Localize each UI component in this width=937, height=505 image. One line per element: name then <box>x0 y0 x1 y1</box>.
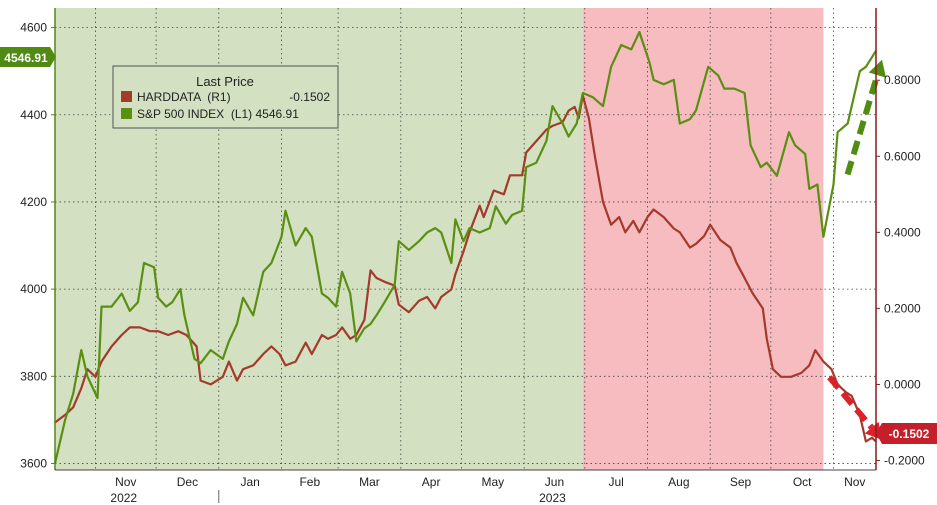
trend-arrow-green-head <box>868 59 887 78</box>
shaded-region-red <box>582 8 824 470</box>
trend-arrow-red-shaft <box>827 375 875 430</box>
x-axis-month-label: Nov <box>115 475 136 489</box>
right-badge-shape <box>876 423 937 444</box>
trend-arrow-green-shaft <box>844 74 881 176</box>
left-badge-shape <box>0 47 56 67</box>
x-axis-month-label: Aug <box>668 475 689 489</box>
tick-labels: 4600 4400 4200 4000 3800 3600 0.8000 0.6000 0.40… <box>20 21 925 505</box>
legend-title: Last Price <box>196 74 254 89</box>
right-axis-tick-label: 0.8000 <box>884 73 921 87</box>
left-axis-tick-label: 4600 <box>20 21 47 35</box>
series-lines <box>53 30 877 464</box>
x-axis-month-label: Mar <box>359 475 380 489</box>
axes <box>54 8 877 471</box>
left-axis-tick-label: 4000 <box>20 282 47 296</box>
left-axis-tick-label: 4200 <box>20 195 47 209</box>
x-axis-month-label: Nov <box>844 475 865 489</box>
legend-value-harddata: -0.1502 <box>289 90 330 104</box>
x-axis-year-label: 2023 <box>539 491 566 505</box>
right-value-badge: -0.1502 <box>876 423 937 444</box>
gridlines <box>55 8 876 470</box>
x-axis-year-label: 2022 <box>110 491 137 505</box>
x-axis-month-label: Apr <box>422 475 441 489</box>
x-axis-month-label: Feb <box>299 475 320 489</box>
left-axis-tick-label: 3800 <box>20 369 47 383</box>
series-line-harddata <box>54 94 877 443</box>
left-axis-tick-label: 4400 <box>20 108 47 122</box>
right-axis-tick-label: 0.6000 <box>884 149 921 163</box>
x-axis-month-label: Jan <box>240 475 259 489</box>
series-line-sp500 <box>53 30 877 464</box>
legend-swatch-harddata <box>121 91 132 102</box>
legend: Last Price HARDDATA (R1) -0.1502 S&P 500… <box>112 65 339 129</box>
right-badge-text: -0.1502 <box>889 427 930 441</box>
right-axis-tick-label: 0.4000 <box>884 225 921 239</box>
x-axis-month-label: Oct <box>793 475 812 489</box>
x-axis-month-label: Jul <box>608 475 623 489</box>
x-axis-month-label: May <box>481 475 504 489</box>
left-badge-text: 4546.91 <box>4 51 48 65</box>
legend-label-harddata: HARDDATA (R1) <box>137 90 231 104</box>
right-axis-tick-label: 0.2000 <box>884 301 921 315</box>
x-axis-month-label: Sep <box>730 475 752 489</box>
trend-arrows <box>827 59 887 440</box>
legend-box <box>112 65 339 129</box>
x-axis-month-label: Jun <box>545 475 564 489</box>
x-axis-month-label: Dec <box>177 475 198 489</box>
right-axis-tick-label: 0.0000 <box>884 377 921 391</box>
left-axis-tick-label: 3600 <box>20 456 47 470</box>
legend-swatch-sp500 <box>121 108 132 119</box>
left-value-badge: 4546.91 <box>0 47 56 67</box>
legend-label-sp500: S&P 500 INDEX (L1) 4546.91 <box>137 107 299 121</box>
right-axis-tick-label: -0.2000 <box>884 453 925 467</box>
